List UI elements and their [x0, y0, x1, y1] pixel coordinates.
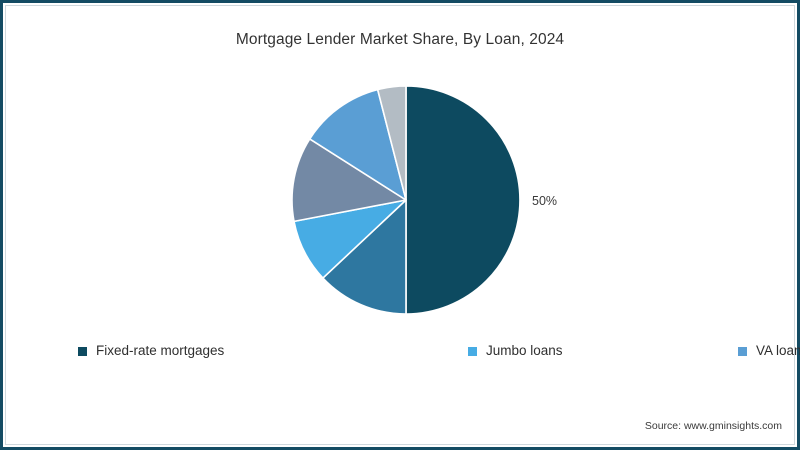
legend-swatch-icon	[738, 346, 747, 356]
legend-item[interactable]: VA loans	[738, 338, 800, 364]
legend-item-label: VA loans	[756, 343, 800, 359]
pie-slice[interactable]	[405, 85, 521, 315]
pie-slice[interactable]	[322, 199, 407, 315]
legend-item[interactable]: Jumbo loans	[468, 338, 738, 364]
legend-swatch-icon	[468, 346, 477, 356]
pie-slice[interactable]	[291, 138, 407, 223]
legend-swatch-icon	[78, 346, 87, 356]
legend-item-label: Fixed-rate mortgages	[96, 343, 225, 359]
legend-item[interactable]: Fixed-rate mortgages	[78, 338, 468, 364]
pie-slice[interactable]	[376, 85, 407, 201]
source-note: Source: www.gminsights.com	[644, 420, 782, 432]
pie-slice[interactable]	[308, 88, 407, 201]
legend-item-label: Jumbo loans	[486, 343, 563, 359]
pie-chart	[290, 84, 522, 316]
pie-slice-value-label: 50%	[532, 194, 558, 208]
pie-chart-svg	[291, 85, 521, 315]
chart-title: Mortgage Lender Market Share, By Loan, 2…	[235, 31, 565, 48]
